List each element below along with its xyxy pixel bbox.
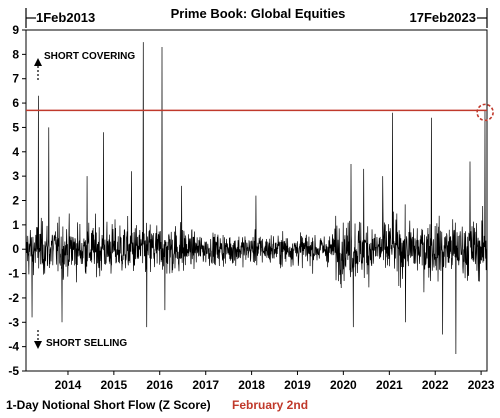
y-tick-label: 0	[12, 242, 19, 256]
x-tick-label: 2023	[468, 378, 495, 392]
x-tick-label: 2014	[55, 378, 82, 392]
footer-right-text: February 2nd	[232, 398, 308, 412]
chart-title: Prime Book: Global Equities	[171, 6, 346, 21]
y-tick-label: 3	[12, 169, 19, 183]
y-tick-label: -2	[8, 291, 19, 305]
series-line	[25, 42, 488, 354]
y-tick-label: -3	[8, 315, 19, 329]
x-tick-label: 2016	[146, 378, 173, 392]
short-covering-label: SHORT COVERING	[44, 51, 135, 62]
x-tick-label: 2020	[330, 378, 357, 392]
range-start-label: 1Feb2013	[36, 10, 95, 25]
range-end-label: 17Feb2023	[410, 10, 477, 25]
down-arrow-icon	[34, 341, 42, 349]
y-tick-label: 1	[12, 218, 19, 232]
x-tick-label: 2017	[192, 378, 219, 392]
y-tick-label: 9	[12, 23, 19, 37]
z-score-series	[25, 42, 488, 354]
up-arrow-icon	[34, 58, 42, 66]
y-tick-label: 4	[12, 145, 19, 159]
y-tick-label: 5	[12, 120, 19, 134]
range-start: 1Feb2013	[25, 8, 95, 28]
x-tick-label: 2015	[100, 378, 127, 392]
short-selling-label: SHORT SELLING	[46, 338, 127, 349]
x-axis: 2014 2015 2016 2017 2018 2019 2020 2021 2022 2023	[55, 371, 495, 392]
x-tick-label: 2022	[422, 378, 449, 392]
y-tick-label: -4	[8, 340, 19, 354]
short-covering-annotation: SHORT COVERING	[34, 51, 135, 80]
y-axis: -5 -4 -3 -2 -1 0 1 2 3 4 5 6 7 8 9	[8, 23, 26, 378]
y-tick-label: 6	[12, 96, 19, 110]
short-selling-annotation: SHORT SELLING	[34, 330, 127, 349]
y-tick-label: -5	[8, 364, 19, 378]
y-tick-label: 2	[12, 194, 19, 208]
y-tick-label: 7	[12, 72, 19, 86]
x-tick-label: 2018	[238, 378, 265, 392]
x-tick-label: 2019	[284, 378, 311, 392]
highlight-circle	[476, 103, 494, 122]
footer-left-text: 1-Day Notional Short Flow (Z Score)	[6, 398, 211, 412]
y-tick-label: 8	[12, 47, 19, 61]
range-end: 17Feb2023	[410, 8, 488, 28]
x-tick-label: 2021	[376, 378, 403, 392]
y-tick-label: -1	[8, 267, 19, 281]
